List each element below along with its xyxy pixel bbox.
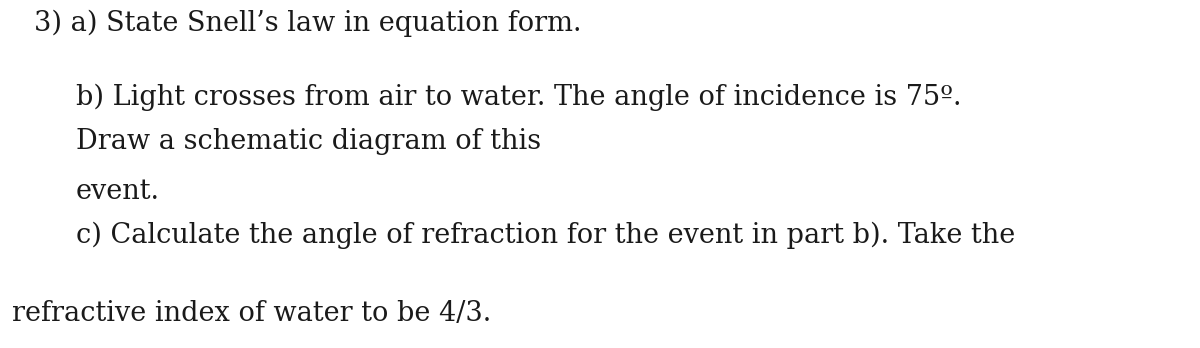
Text: refractive index of water to be 4/3.: refractive index of water to be 4/3.	[12, 300, 491, 327]
Text: event.: event.	[76, 178, 160, 205]
Text: Draw a schematic diagram of this: Draw a schematic diagram of this	[76, 128, 541, 155]
Text: c) Calculate the angle of refraction for the event in part b). Take the: c) Calculate the angle of refraction for…	[76, 221, 1015, 249]
Text: b) Light crosses from air to water. The angle of incidence is 75º.: b) Light crosses from air to water. The …	[76, 84, 961, 111]
Text: 3) a) State Snell’s law in equation form.: 3) a) State Snell’s law in equation form…	[34, 9, 581, 37]
